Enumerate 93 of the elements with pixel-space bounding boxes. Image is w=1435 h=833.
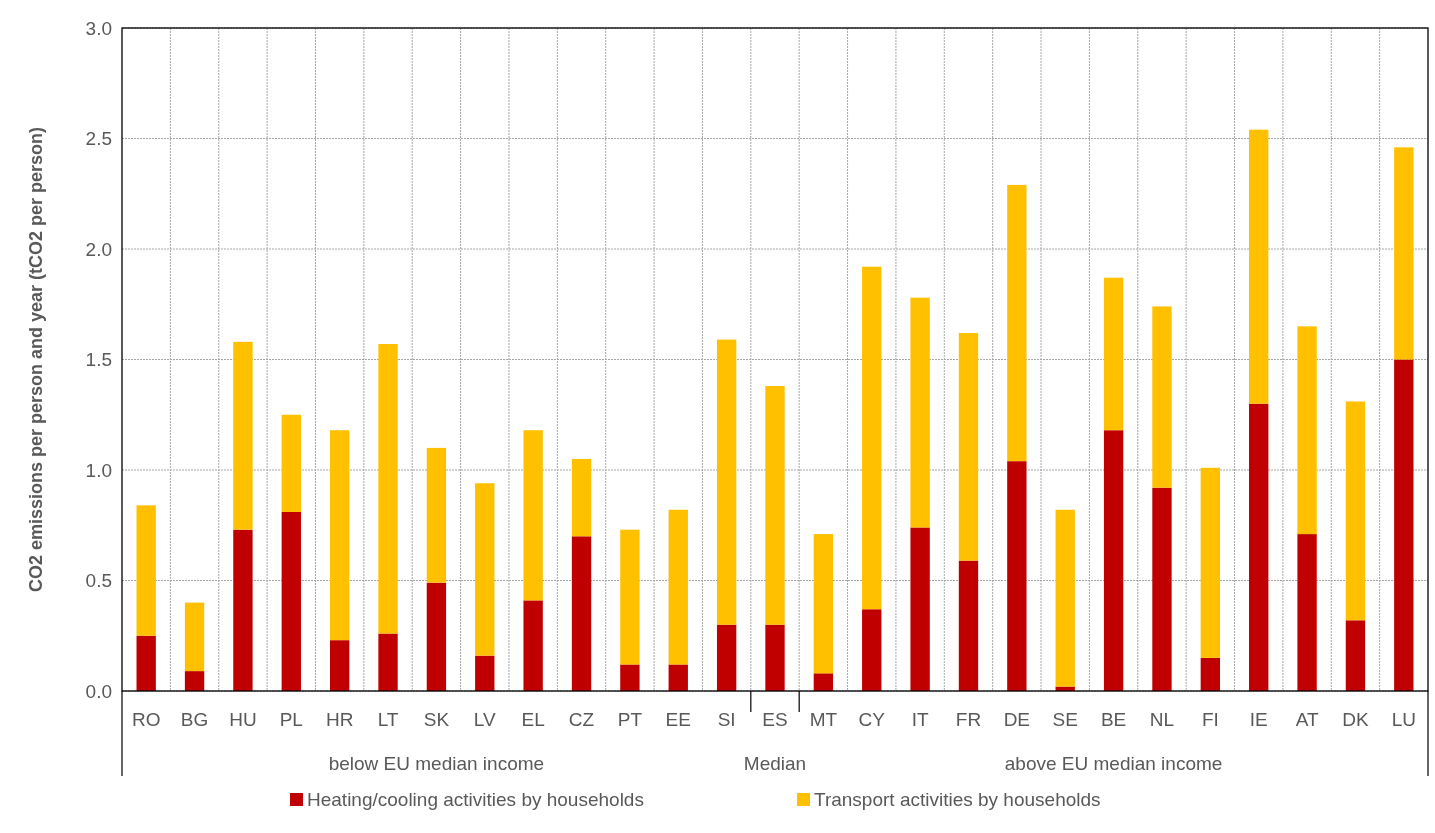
- y-tick-label: 2.0: [85, 238, 112, 260]
- y-tick-label: 0.5: [85, 570, 112, 592]
- bar: [281, 414, 301, 512]
- bar: [233, 341, 253, 530]
- text: above EU median income: [1004, 753, 1223, 774]
- bar: [1394, 147, 1414, 360]
- bar: [958, 560, 979, 691]
- bar: [1007, 461, 1027, 691]
- y-axis-title: CO2 emissions per person and year (tCO2 per person): [26, 126, 46, 593]
- x-tick-label: MT: [809, 709, 838, 730]
- x-tick-label: SK: [423, 709, 450, 730]
- bar: [571, 536, 592, 691]
- bar: [1103, 277, 1124, 431]
- bar: [1103, 430, 1124, 691]
- bar: [1249, 403, 1269, 691]
- bar: [1055, 509, 1075, 687]
- x-tick-label: PL: [279, 709, 303, 730]
- x-tick-label: HR: [325, 709, 354, 730]
- bar: [620, 529, 640, 665]
- bar: [184, 602, 205, 672]
- bar: [329, 640, 350, 691]
- bar: [136, 505, 156, 636]
- x-tick-label: FI: [1201, 709, 1219, 730]
- x-tick-label: CY: [858, 709, 886, 730]
- x-tick-label: NL: [1149, 709, 1175, 730]
- x-tick-label: ES: [762, 709, 788, 730]
- bar: [378, 344, 398, 634]
- y-tick-label: 0.0: [85, 680, 112, 702]
- x-tick-label: LT: [377, 709, 399, 730]
- bar: [862, 266, 882, 610]
- bar: [862, 609, 882, 691]
- x-tick-label: IE: [1249, 709, 1268, 730]
- bar: [426, 447, 447, 583]
- x-tick-label: DE: [1003, 709, 1031, 730]
- legend-label: Heating/cooling activities by households: [307, 789, 644, 810]
- bar: [1200, 467, 1221, 658]
- x-tick-label: HU: [229, 709, 257, 730]
- y-tick-label: 1.5: [85, 349, 112, 371]
- bar: [910, 527, 930, 691]
- bar: [716, 624, 737, 691]
- bar: [571, 458, 592, 537]
- bar: [184, 671, 205, 691]
- x-tick-label: BE: [1100, 709, 1127, 730]
- x-tick-label: SE: [1052, 709, 1078, 730]
- bar: [765, 386, 785, 625]
- x-tick-label: DK: [1342, 709, 1369, 730]
- bar: [475, 655, 495, 691]
- x-tick-label: LV: [473, 709, 497, 730]
- bar: [1007, 184, 1027, 462]
- bar: [475, 483, 495, 656]
- y-tick-label: 1.0: [85, 459, 112, 481]
- bar: [1200, 657, 1221, 691]
- bar: [136, 635, 156, 691]
- bar: [523, 430, 543, 601]
- x-tick-label: EE: [665, 709, 691, 730]
- bar: [958, 332, 979, 561]
- x-tick-label: AT: [1295, 709, 1319, 730]
- text: below EU median income: [328, 753, 545, 774]
- bar: [426, 582, 447, 691]
- x-tick-label: FR: [955, 709, 982, 730]
- bar: [1297, 326, 1317, 535]
- x-tick-label: EL: [521, 709, 545, 730]
- text: Median: [743, 753, 807, 774]
- x-tick-label: BG: [180, 709, 209, 730]
- bar: [1249, 129, 1269, 404]
- bar: [378, 633, 398, 691]
- bar: [329, 430, 350, 641]
- bar: [668, 664, 688, 691]
- y-tick-label: 2.5: [85, 128, 112, 150]
- x-tick-label: RO: [131, 709, 161, 730]
- bar: [668, 509, 688, 665]
- x-tick-label: CZ: [568, 709, 595, 730]
- bar: [1152, 487, 1172, 691]
- bar: [233, 529, 253, 691]
- bar: [1297, 534, 1317, 691]
- bar: [813, 534, 834, 674]
- bar: [1345, 401, 1366, 621]
- bar: [1394, 359, 1414, 691]
- x-tick-label: LU: [1391, 709, 1416, 730]
- bar: [765, 624, 785, 691]
- bar: [1152, 306, 1172, 488]
- x-tick-label: SI: [717, 709, 736, 730]
- bar: [1345, 620, 1366, 691]
- x-tick-label: PT: [617, 709, 643, 730]
- y-tick-label: 3.0: [85, 17, 112, 39]
- bar: [910, 297, 930, 528]
- bar: [523, 600, 543, 691]
- x-tick-label: IT: [911, 709, 929, 730]
- bar: [620, 664, 640, 691]
- bar: [281, 511, 301, 691]
- bar: [716, 339, 737, 625]
- bar: [813, 673, 834, 691]
- legend-label: Transport activities by households: [814, 789, 1101, 810]
